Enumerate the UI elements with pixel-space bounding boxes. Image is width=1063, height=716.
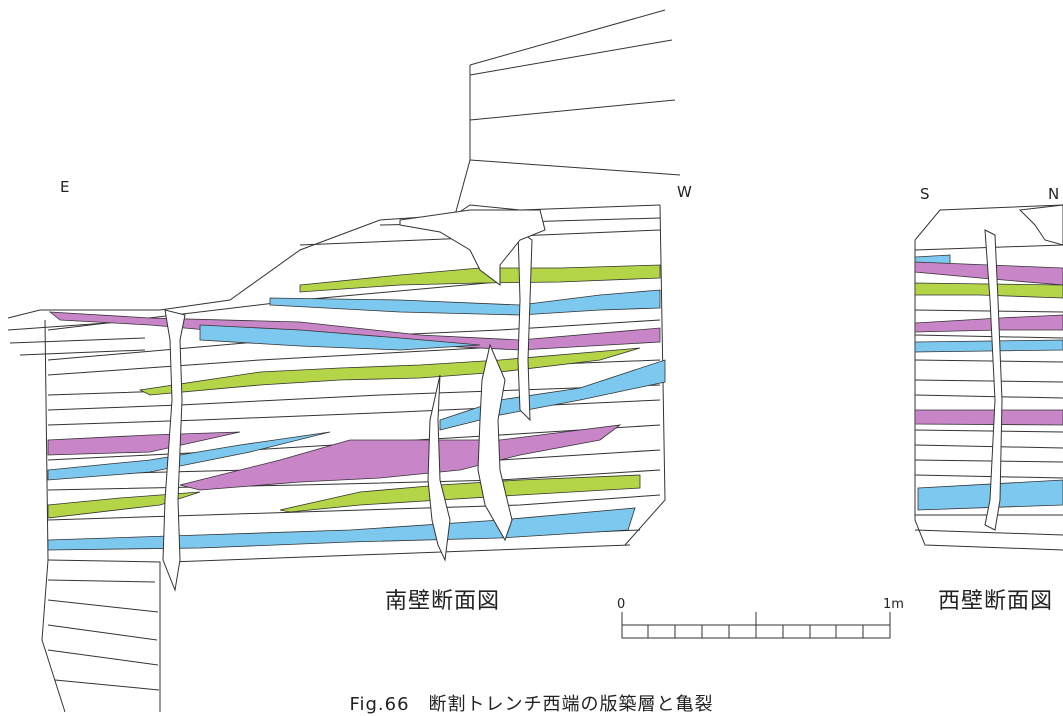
crack-west-1 <box>984 229 1003 531</box>
green-layer <box>279 474 641 513</box>
crack-south-1 <box>162 309 186 592</box>
purple-layer <box>914 409 1063 426</box>
west-wall-colored-layers <box>914 254 1063 511</box>
purple-layer <box>47 431 241 456</box>
south-wall-colored-layers <box>47 264 666 551</box>
scale-bar <box>621 612 891 639</box>
crack-south-3 <box>477 343 513 542</box>
purple-layer <box>179 424 622 491</box>
south-wall-title: 南壁断面図 <box>385 589 501 614</box>
west-wall-label-north: N <box>1048 185 1060 203</box>
crack-west-top <box>1018 204 1063 246</box>
south-wall-outline <box>7 9 681 713</box>
blue-layer <box>199 324 481 351</box>
west-wall-label-south: S <box>920 185 930 203</box>
crack-south-top <box>399 209 546 286</box>
purple-layer <box>48 311 661 351</box>
purple-layer <box>914 314 1063 333</box>
scale-label-zero: 0 <box>617 597 626 612</box>
figure-caption: Fig.66 断割トレンチ西端の版築層と亀裂 <box>349 694 714 715</box>
south-wall-label-west: W <box>677 183 692 201</box>
scale-label-one-meter: 1m <box>883 597 904 612</box>
green-layer <box>47 491 201 519</box>
cracks <box>162 204 1063 592</box>
green-layer <box>138 347 641 396</box>
green-layer <box>299 264 661 293</box>
blue-layer <box>269 289 661 316</box>
crack-south-2 <box>427 374 451 562</box>
blue-layer <box>47 431 331 481</box>
blue-layer <box>914 339 1063 353</box>
west-wall-title: 西壁断面図 <box>938 589 1054 614</box>
crack-south-4 <box>517 229 533 422</box>
blue-layer <box>47 507 636 551</box>
south-wall-label-east: E <box>60 178 70 196</box>
